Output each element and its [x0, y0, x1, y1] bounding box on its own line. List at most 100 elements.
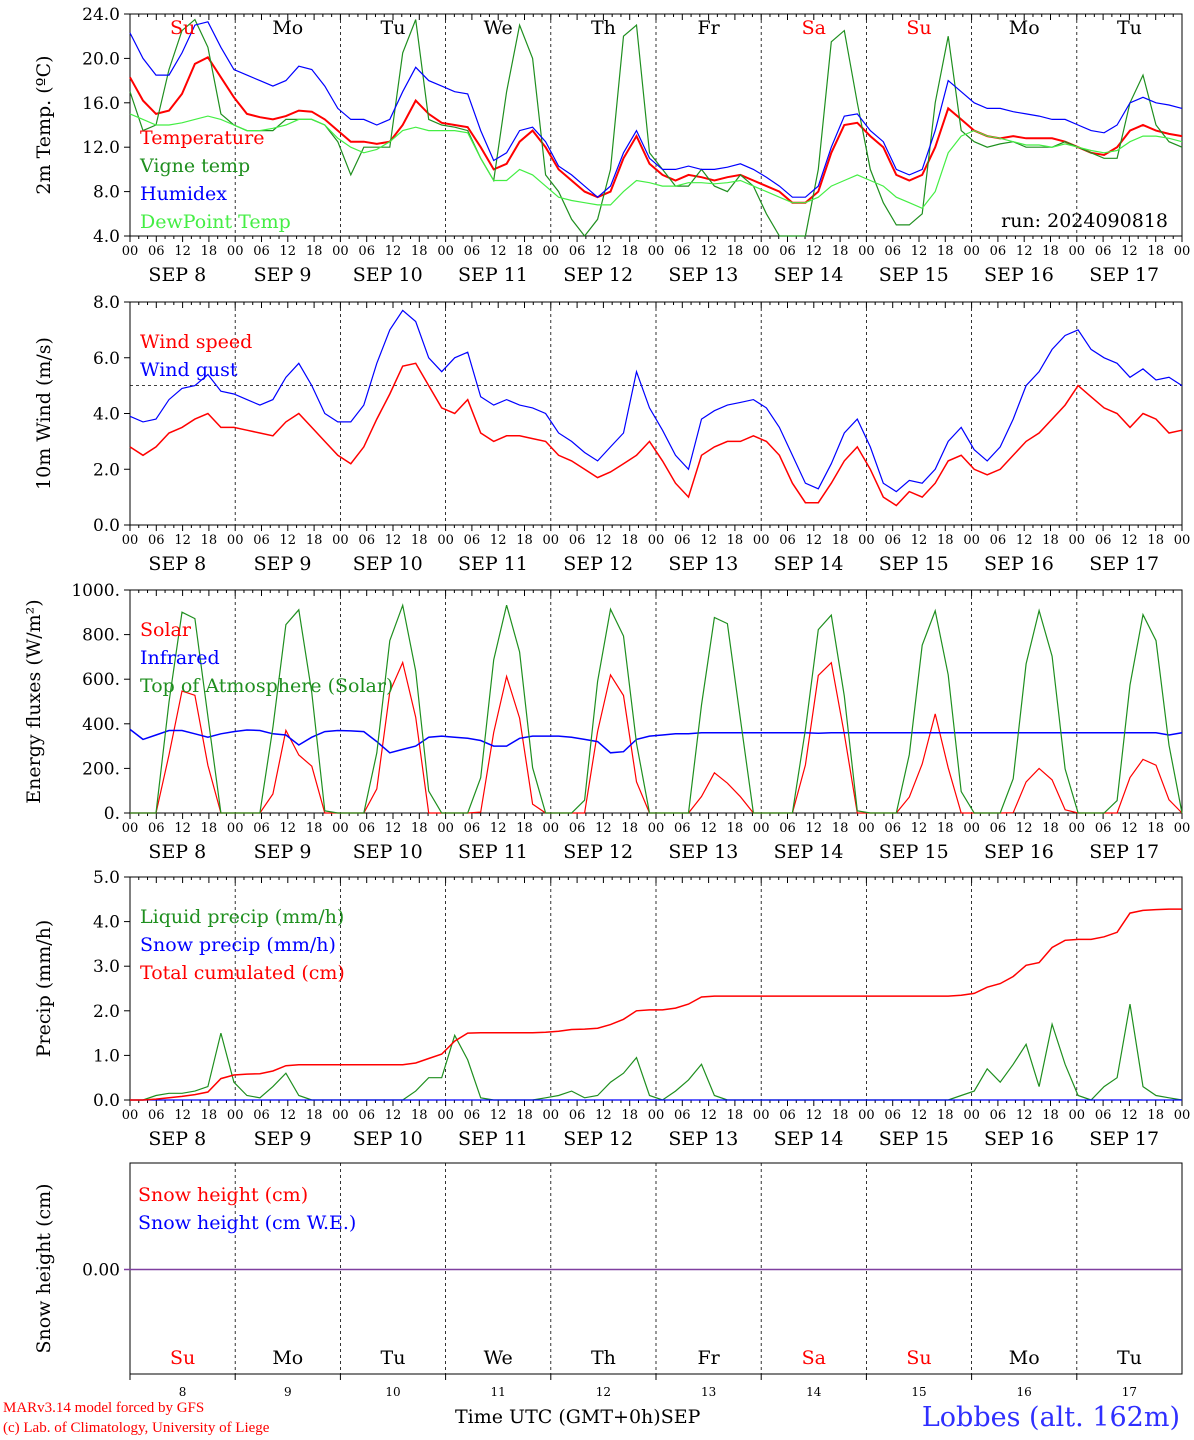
day-of-week-label: Fr — [697, 1347, 720, 1369]
legend-total-cumulated-cm-: Total cumulated (cm) — [140, 962, 345, 984]
hour-label: 12 — [1016, 1108, 1033, 1123]
y-tick-label: 1.0 — [93, 1046, 120, 1066]
hour-label: 00 — [963, 1108, 980, 1123]
hour-label: 18 — [621, 533, 638, 548]
hour-label: 00 — [332, 533, 349, 548]
y-axis-label: 10m Wind (m/s) — [33, 337, 55, 490]
hour-label: 18 — [306, 1108, 323, 1123]
date-label: SEP 11 — [458, 553, 528, 575]
hour-label: 00 — [332, 244, 349, 259]
y-tick-label: 3.0 — [93, 957, 120, 977]
hour-label: 18 — [516, 1108, 533, 1123]
date-label: SEP 13 — [668, 264, 738, 286]
hour-label: 18 — [201, 1108, 218, 1123]
date-label: SEP 15 — [879, 1128, 949, 1150]
date-number: 16 — [1017, 1385, 1032, 1399]
date-label: SEP 14 — [774, 841, 844, 863]
date-label: SEP 17 — [1089, 841, 1159, 863]
y-tick-label: 5.0 — [93, 868, 120, 888]
hour-label: 18 — [832, 1108, 849, 1123]
series-dewpoint-temp — [129, 113, 1183, 210]
hour-label: 12 — [490, 1108, 507, 1123]
hour-label: 00 — [1069, 1108, 1086, 1123]
hour-label: 12 — [1016, 533, 1033, 548]
series-wind-speed — [129, 362, 1183, 507]
hour-label: 12 — [385, 1108, 402, 1123]
date-label: SEP 14 — [774, 553, 844, 575]
hour-label: 00 — [753, 244, 770, 259]
hour-label: 18 — [516, 533, 533, 548]
hour-label: 00 — [1069, 533, 1086, 548]
hour-label: 06 — [569, 533, 586, 548]
date-number: 12 — [596, 1385, 611, 1399]
hour-label: 00 — [963, 821, 980, 836]
date-label: SEP 16 — [984, 264, 1054, 286]
date-label: SEP 9 — [254, 1128, 312, 1150]
panel-flux — [124, 589, 1183, 819]
day-of-week-label: Fr — [697, 17, 720, 39]
legend-vigne-temp: Vigne temp — [139, 155, 250, 177]
date-label: SEP 15 — [879, 841, 949, 863]
hour-label: 00 — [648, 821, 665, 836]
hour-label: 12 — [806, 533, 823, 548]
hour-label: 00 — [753, 533, 770, 548]
hour-label: 18 — [306, 244, 323, 259]
hour-label: 12 — [280, 533, 297, 548]
hour-label: 00 — [543, 244, 560, 259]
series-infrared — [129, 728, 1183, 754]
hour-label: 18 — [937, 821, 954, 836]
day-of-week-label: Th — [591, 1347, 616, 1369]
hour-label: 06 — [674, 821, 691, 836]
panel-temp — [124, 13, 1183, 242]
hour-label: 18 — [411, 1108, 428, 1123]
date-label: SEP 16 — [984, 841, 1054, 863]
day-of-week-label: Mo — [1009, 17, 1040, 39]
day-of-week-label: Su — [170, 17, 195, 39]
series-total-cumulated-cm- — [130, 908, 1182, 1101]
date-label: SEP 8 — [148, 264, 206, 286]
hour-label: 06 — [464, 244, 481, 259]
legend-humidex: Humidex — [140, 183, 227, 205]
model-credit: MARv3.14 model forced by GFS — [3, 1400, 205, 1416]
series-humidex — [129, 21, 1183, 198]
hour-label: 00 — [753, 821, 770, 836]
date-label: SEP 14 — [774, 264, 844, 286]
hour-label: 00 — [122, 244, 139, 259]
date-label: SEP 10 — [353, 1128, 423, 1150]
hour-label: 12 — [280, 1108, 297, 1123]
hour-label: 06 — [358, 533, 375, 548]
date-label: SEP 8 — [148, 841, 206, 863]
hour-label: 06 — [358, 821, 375, 836]
day-of-week-label: Su — [906, 17, 931, 39]
hour-label: 00 — [227, 1108, 244, 1123]
y-tick-label: 0.0 — [93, 516, 120, 536]
hour-label: 00 — [858, 1108, 875, 1123]
hour-label: 06 — [1095, 533, 1112, 548]
hour-label: 18 — [306, 821, 323, 836]
hour-label: 00 — [437, 533, 454, 548]
y-tick-label: 800. — [82, 626, 120, 646]
hour-label: 06 — [253, 1108, 270, 1123]
hour-label: 12 — [911, 1108, 928, 1123]
hour-label: 12 — [806, 1108, 823, 1123]
hour-label: 18 — [937, 533, 954, 548]
hour-label: 06 — [779, 1108, 796, 1123]
hour-label: 12 — [595, 533, 612, 548]
hour-label: 06 — [990, 244, 1007, 259]
date-number: 13 — [701, 1385, 716, 1399]
legend-wind-speed: Wind speed — [140, 331, 252, 353]
date-label: SEP 16 — [984, 553, 1054, 575]
hour-label: 06 — [779, 821, 796, 836]
hour-label: 18 — [1042, 821, 1059, 836]
date-label: SEP 11 — [458, 841, 528, 863]
hour-label: 12 — [174, 244, 191, 259]
hour-label: 18 — [201, 821, 218, 836]
panel-wind — [124, 301, 1183, 531]
date-label: SEP 12 — [563, 264, 633, 286]
hour-label: 00 — [1174, 1108, 1191, 1123]
panel-frame — [129, 589, 1183, 814]
hour-label: 06 — [779, 533, 796, 548]
hour-label: 18 — [306, 533, 323, 548]
y-tick-label: 200. — [82, 759, 120, 779]
day-of-week-label: Su — [170, 1347, 195, 1369]
